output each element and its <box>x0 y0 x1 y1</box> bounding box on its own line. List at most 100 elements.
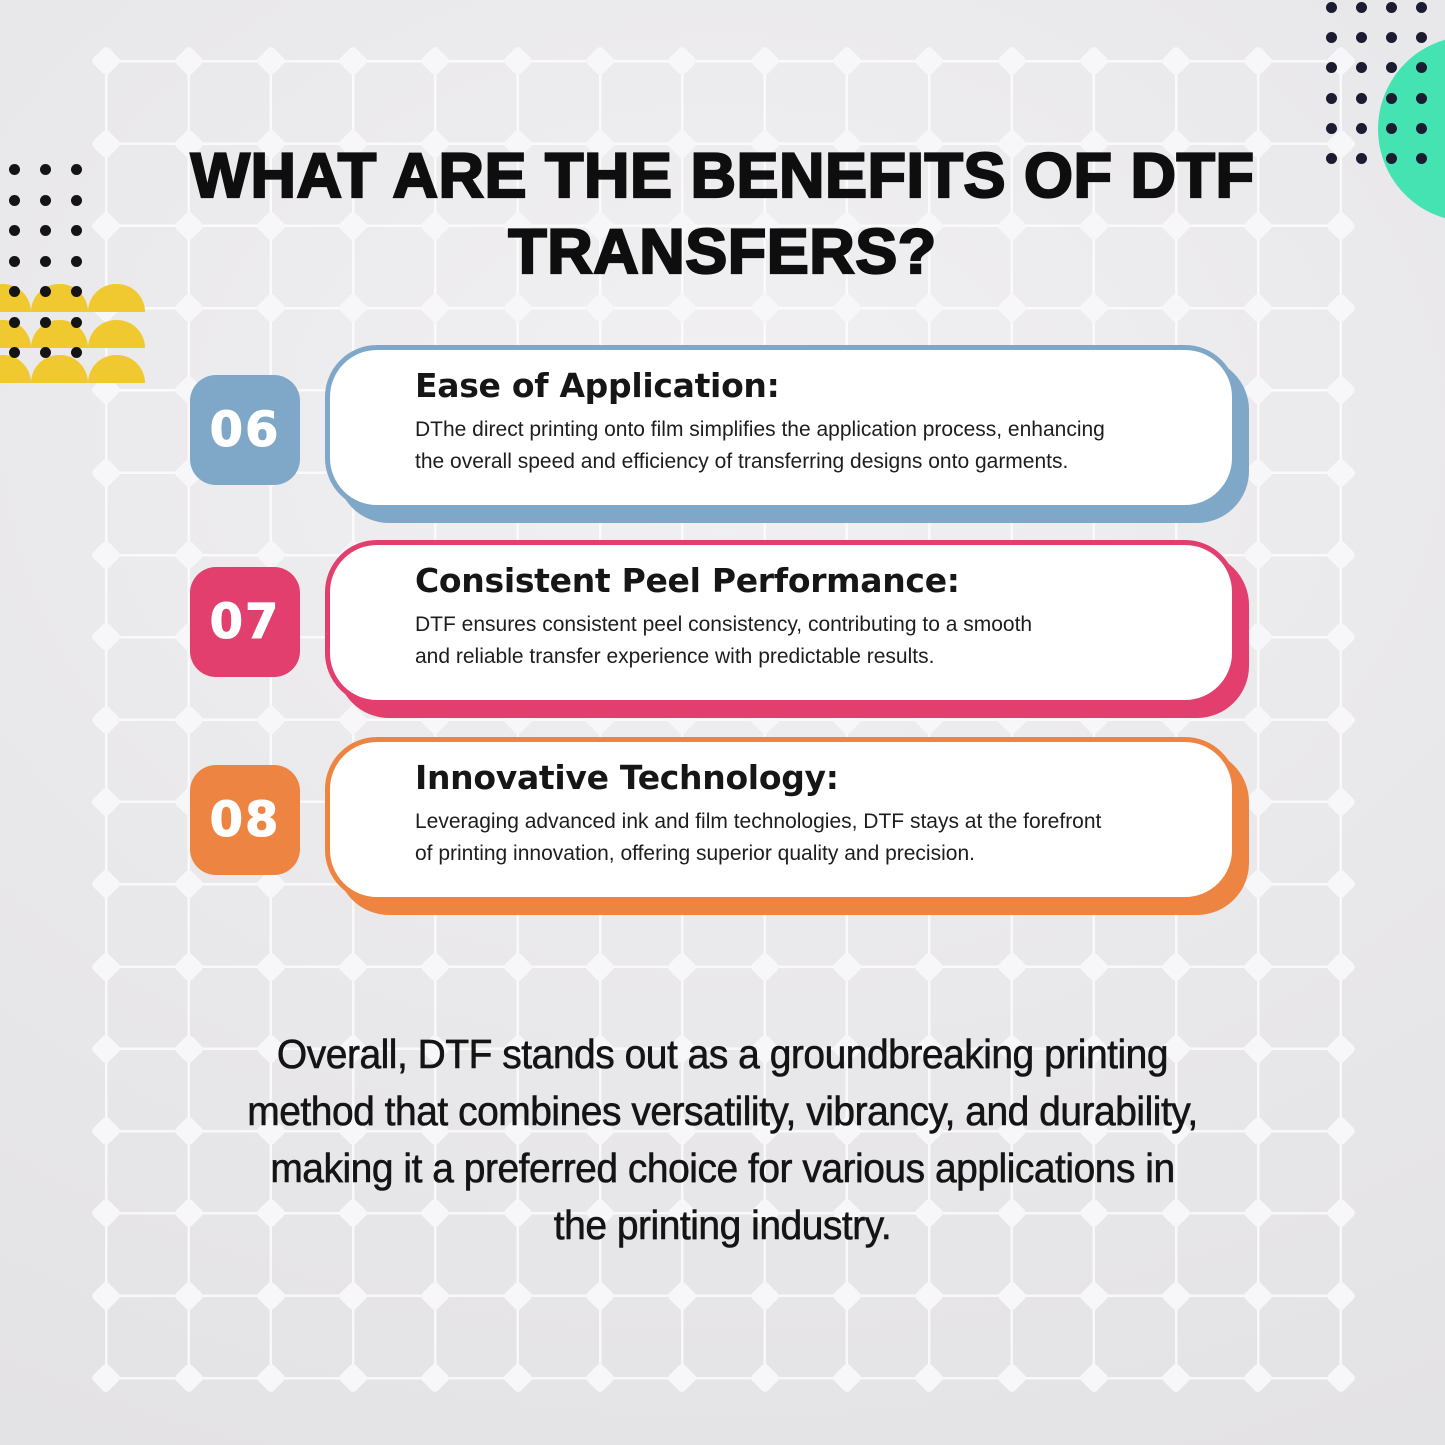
grid-node-diamond <box>749 704 781 736</box>
grid-node-diamond <box>90 950 122 983</box>
grid-node-diamond <box>1325 950 1357 983</box>
card-number-badge-06: 06 <box>190 375 300 485</box>
black-dot <box>9 255 20 267</box>
grid-node-diamond <box>419 950 451 983</box>
black-dot <box>40 255 51 267</box>
grid-node-diamond <box>1325 1362 1357 1394</box>
grid-node-diamond <box>90 539 122 571</box>
grid-node-diamond <box>255 1362 287 1394</box>
black-dot <box>9 316 20 328</box>
black-dot <box>71 255 82 267</box>
summary-line: method that combines versatility, vibran… <box>247 1088 1199 1135</box>
benefit-card-innovative-technology: Innovative Technology: Leveraging advanc… <box>325 737 1237 902</box>
card-number-label: 06 <box>209 402 281 459</box>
card-body-line: Leveraging advanced ink and film technol… <box>415 810 1102 833</box>
card-body-line: of printing innovation, offering superio… <box>415 842 975 865</box>
black-dot <box>9 164 20 175</box>
navy-dot <box>1356 122 1367 134</box>
grid-node-diamond <box>1078 1362 1110 1394</box>
grid-node-diamond <box>172 868 205 900</box>
grid-node-diamond <box>749 292 781 324</box>
grid-node-diamond <box>90 786 122 818</box>
grid-node-diamond <box>749 1280 781 1312</box>
grid-node-diamond <box>419 292 451 324</box>
grid-node-diamond <box>831 1280 863 1312</box>
page-title-line1: WHAT ARE THE BENEFITS OF DTF <box>189 140 1255 212</box>
navy-dot <box>1416 122 1427 134</box>
grid-node-diamond <box>1078 704 1110 736</box>
grid-node-diamond <box>913 45 945 77</box>
grid-node-diamond <box>1242 374 1274 406</box>
grid-node-diamond <box>172 1280 205 1312</box>
grid-node-diamond <box>584 1280 616 1312</box>
navy-dot <box>1326 122 1337 134</box>
grid-node-diamond <box>1325 1280 1357 1312</box>
navy-dot <box>1326 62 1337 74</box>
navy-dot <box>1386 62 1397 74</box>
navy-dot <box>1326 32 1337 44</box>
grid-node-diamond <box>1242 621 1274 653</box>
card-number-label: 07 <box>209 594 281 651</box>
grid-node-diamond <box>337 45 369 77</box>
grid-node-diamond <box>666 1362 698 1394</box>
grid-node-diamond <box>172 704 205 736</box>
grid-node-diamond <box>502 950 534 983</box>
black-dot <box>9 347 20 358</box>
grid-node-diamond <box>1242 292 1274 324</box>
navy-dot <box>1416 62 1427 74</box>
summary-line: the printing industry. <box>553 1202 892 1249</box>
navy-dot <box>1386 153 1397 164</box>
grid-node-diamond <box>1242 539 1274 571</box>
black-dot <box>9 225 20 236</box>
black-dot <box>71 164 82 175</box>
grid-node-diamond <box>995 950 1028 983</box>
grid-node-diamond <box>502 704 534 736</box>
grid-node-diamond <box>1160 45 1192 77</box>
grid-node-diamond <box>666 1280 698 1312</box>
grid-node-diamond <box>255 292 287 324</box>
grid-node-diamond <box>584 292 616 324</box>
navy-dot <box>1386 122 1397 134</box>
grid-node-diamond <box>1242 868 1274 900</box>
grid-node-diamond <box>584 45 616 77</box>
navy-dot <box>1416 153 1427 164</box>
grid-node-diamond <box>1160 292 1192 324</box>
grid-node-diamond <box>90 1362 122 1394</box>
grid-node-diamond <box>337 950 369 983</box>
grid-node-diamond <box>831 45 863 77</box>
black-dot <box>40 316 51 328</box>
benefit-card-consistent-peel-performance: Consistent Peel Performance: DTF ensures… <box>325 540 1237 705</box>
grid-node-diamond <box>1242 1362 1274 1394</box>
navy-dot <box>1326 92 1337 104</box>
card-heading: Innovative Technology: <box>415 758 839 797</box>
navy-dot <box>1416 2 1427 13</box>
grid-node-diamond <box>1325 621 1357 653</box>
benefit-card-ease-of-application: Ease of Application: DThe direct printin… <box>325 345 1237 510</box>
grid-node-diamond <box>1325 457 1357 489</box>
grid-node-diamond <box>995 45 1028 77</box>
black-dot <box>40 347 51 358</box>
black-dot <box>71 347 82 358</box>
grid-node-diamond <box>172 1362 205 1394</box>
grid-node-diamond <box>666 704 698 736</box>
grid-node-diamond <box>255 539 287 571</box>
grid-node-diamond <box>255 704 287 736</box>
black-dot-grid <box>9 164 119 384</box>
grid-node-diamond <box>1325 292 1357 324</box>
grid-node-diamond <box>1242 786 1274 818</box>
background-grid <box>90 45 1357 1394</box>
black-dot <box>71 194 82 206</box>
grid-node-diamond <box>1242 704 1274 736</box>
grid-node-diamond <box>1325 704 1357 736</box>
navy-dot <box>1356 92 1367 104</box>
card-number-label: 08 <box>209 792 281 849</box>
card-body-line: DTF ensures consistent peel consistency,… <box>415 613 1033 636</box>
grid-node-diamond <box>666 45 698 77</box>
grid-node-diamond <box>419 1362 451 1394</box>
grid-node-diamond <box>172 292 205 324</box>
grid-node-diamond <box>1325 374 1357 406</box>
grid-node-diamond <box>666 950 698 983</box>
navy-dot <box>1416 32 1427 44</box>
grid-node-diamond <box>666 292 698 324</box>
